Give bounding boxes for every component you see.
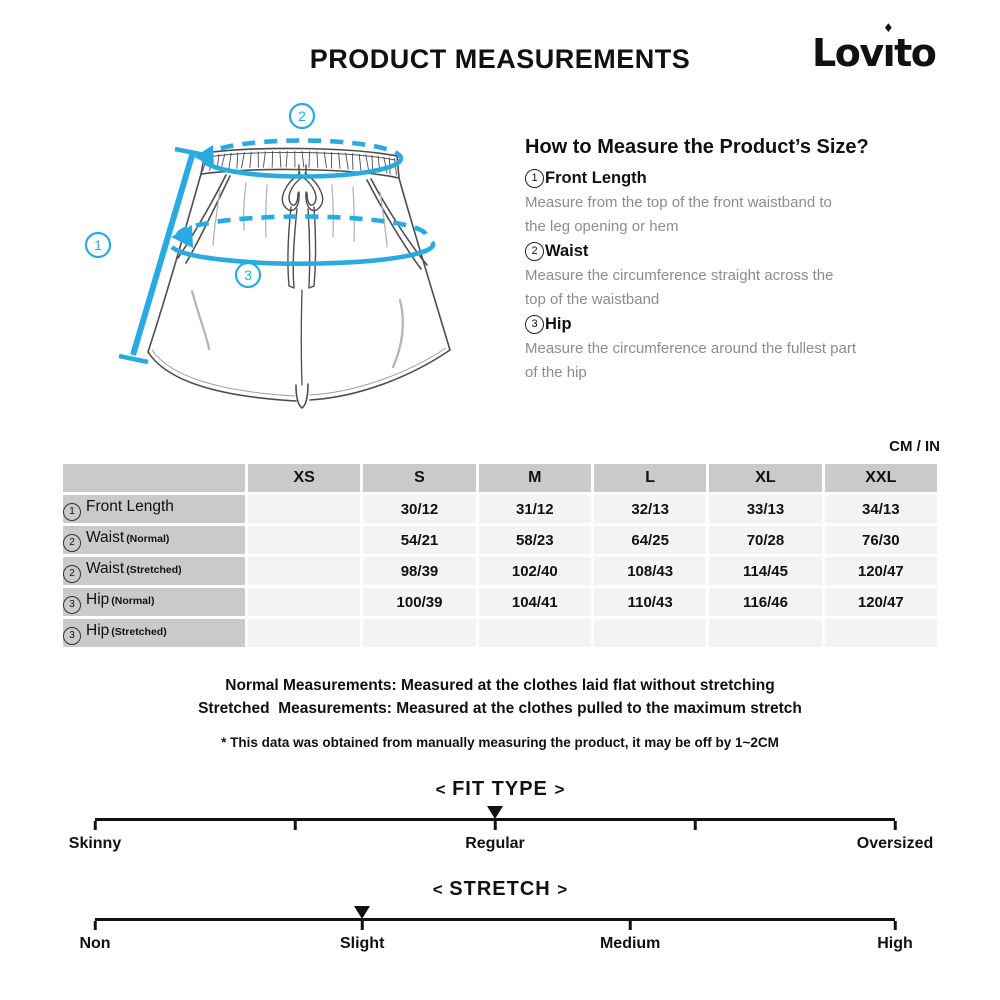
- waist-measure-solid: [200, 157, 404, 179]
- measure-desc-hip: Measure the circumference around the ful…: [525, 340, 857, 381]
- col-header-s: S: [363, 464, 476, 492]
- row-circled-number: 3: [63, 595, 81, 614]
- lovito-logo: Lovı ♦ to: [812, 21, 937, 75]
- right-bracket: >: [554, 780, 565, 799]
- scale-tick: [93, 921, 97, 930]
- scale-tick: [93, 821, 97, 830]
- col-header-xxl: XXL: [824, 464, 937, 492]
- how-to-heading: How to Measure the Product’s Size?: [525, 136, 869, 158]
- table-row-waist-normal: 2 Waist (Normal) 54/21 58/23 64/25 70/28 7…: [63, 526, 937, 554]
- scale-marker-slight: [354, 906, 371, 919]
- hip-arrowhead: [171, 225, 193, 248]
- scale-label-high: High: [877, 935, 913, 952]
- hip-measure-solid: [170, 240, 436, 266]
- drawstring-bow: [281, 164, 324, 289]
- stretch-track: [93, 906, 897, 930]
- scale-label-slight: Slight: [339, 935, 385, 952]
- table-row-waist-stretched: 2 Waist (Stretched) 98/39 102/40 108/43 11…: [63, 557, 937, 585]
- size-table-header-row: XS S M L XL XXL: [63, 464, 937, 492]
- waist-arrowhead: [194, 145, 214, 167]
- annotation-circle-2: [288, 102, 316, 130]
- row-circled-number: 3: [63, 626, 81, 645]
- col-header-m: M: [478, 464, 591, 492]
- annotation-circle-3: [234, 261, 262, 289]
- stretch-title: < STRETCH >: [432, 878, 568, 900]
- fit-type-track: [93, 806, 897, 830]
- waist-measure-dashed: [200, 138, 404, 160]
- circled-number-1: 1: [525, 169, 544, 188]
- col-header-xl: XL: [709, 464, 822, 492]
- scale-label-medium: Medium: [599, 935, 661, 952]
- measurement-annotations: [118, 138, 436, 365]
- col-header-xs: XS: [248, 464, 361, 492]
- scale-tick: [628, 921, 632, 930]
- front-length-measure-line: [130, 151, 196, 356]
- size-table: XS S M L XL XXL 1 Front Length 30/12 31/1…: [60, 461, 940, 650]
- table-row-hip-stretched: 3 Hip (Stretched): [63, 619, 937, 647]
- annotation-circle-1: [84, 231, 112, 259]
- svg-text:3: 3: [244, 267, 252, 283]
- scale-tick: [293, 821, 297, 830]
- annotation-badges: [84, 102, 316, 289]
- scale-tick: [893, 921, 897, 930]
- scale-tick: [493, 821, 497, 830]
- fit-type-title: < FIT TYPE >: [435, 778, 565, 800]
- page-title: PRODUCT MEASUREMENTS: [309, 44, 691, 74]
- units-label: CM / IN: [889, 438, 940, 455]
- logo-i-dot: ♦: [882, 21, 894, 35]
- scale-marker-regular: [487, 806, 503, 819]
- left-bracket: <: [432, 880, 443, 899]
- center-seam: [300, 289, 303, 386]
- shorts-measurement-diagram: 1 2 3: [84, 102, 451, 409]
- annotation-numbers: 1 2 3: [94, 108, 306, 283]
- left-bracket: <: [435, 780, 446, 799]
- col-header-l: L: [593, 464, 707, 492]
- measure-desc-front-length: Measure from the top of the front waistb…: [525, 194, 832, 235]
- measure-item-waist: 2 Waist: [525, 242, 925, 261]
- how-to-measure-section: How to Measure the Product’s Size? 1 Fro…: [525, 136, 925, 388]
- corner-cell: [63, 464, 245, 492]
- scale-tick: [693, 821, 697, 830]
- scale-label-non: Non: [79, 935, 111, 952]
- stretch-scale: < STRETCH > Non Slight Medium High: [60, 878, 940, 973]
- svg-text:1: 1: [94, 237, 102, 253]
- scale-label-skinny: Skinny: [68, 835, 122, 852]
- row-circled-number: 2: [63, 564, 81, 583]
- svg-text:2: 2: [298, 108, 306, 124]
- disclaimer-note: * This data was obtained from manually m…: [221, 735, 779, 750]
- table-row-front-length: 1 Front Length 30/12 31/12 32/13 33/13 34…: [63, 495, 937, 523]
- measure-item-hip: 3 Hip: [525, 315, 925, 334]
- row-circled-number: 1: [63, 502, 81, 521]
- fit-type-scale: < FIT TYPE > Skinny Regular Oversized: [60, 778, 940, 873]
- scale-tick: [360, 921, 364, 930]
- measurement-notes: Normal Measurements: Measured at the clo…: [198, 677, 802, 717]
- circled-number-2: 2: [525, 242, 544, 261]
- shorts-outline: [147, 147, 451, 409]
- scale-label-regular: Regular: [465, 835, 525, 852]
- right-bracket: >: [557, 880, 568, 899]
- scale-tick: [893, 821, 897, 830]
- table-row-hip-normal: 3 Hip (Normal) 100/39 104/41 110/43 116/46…: [63, 588, 937, 616]
- measure-desc-waist: Measure the circumference straight acros…: [525, 267, 834, 308]
- measure-item-front-length: 1 Front Length: [525, 169, 925, 188]
- scale-label-oversized: Oversized: [856, 835, 934, 852]
- row-circled-number: 2: [63, 533, 81, 552]
- circled-number-3: 3: [525, 315, 544, 334]
- fabric-folds: [190, 182, 404, 369]
